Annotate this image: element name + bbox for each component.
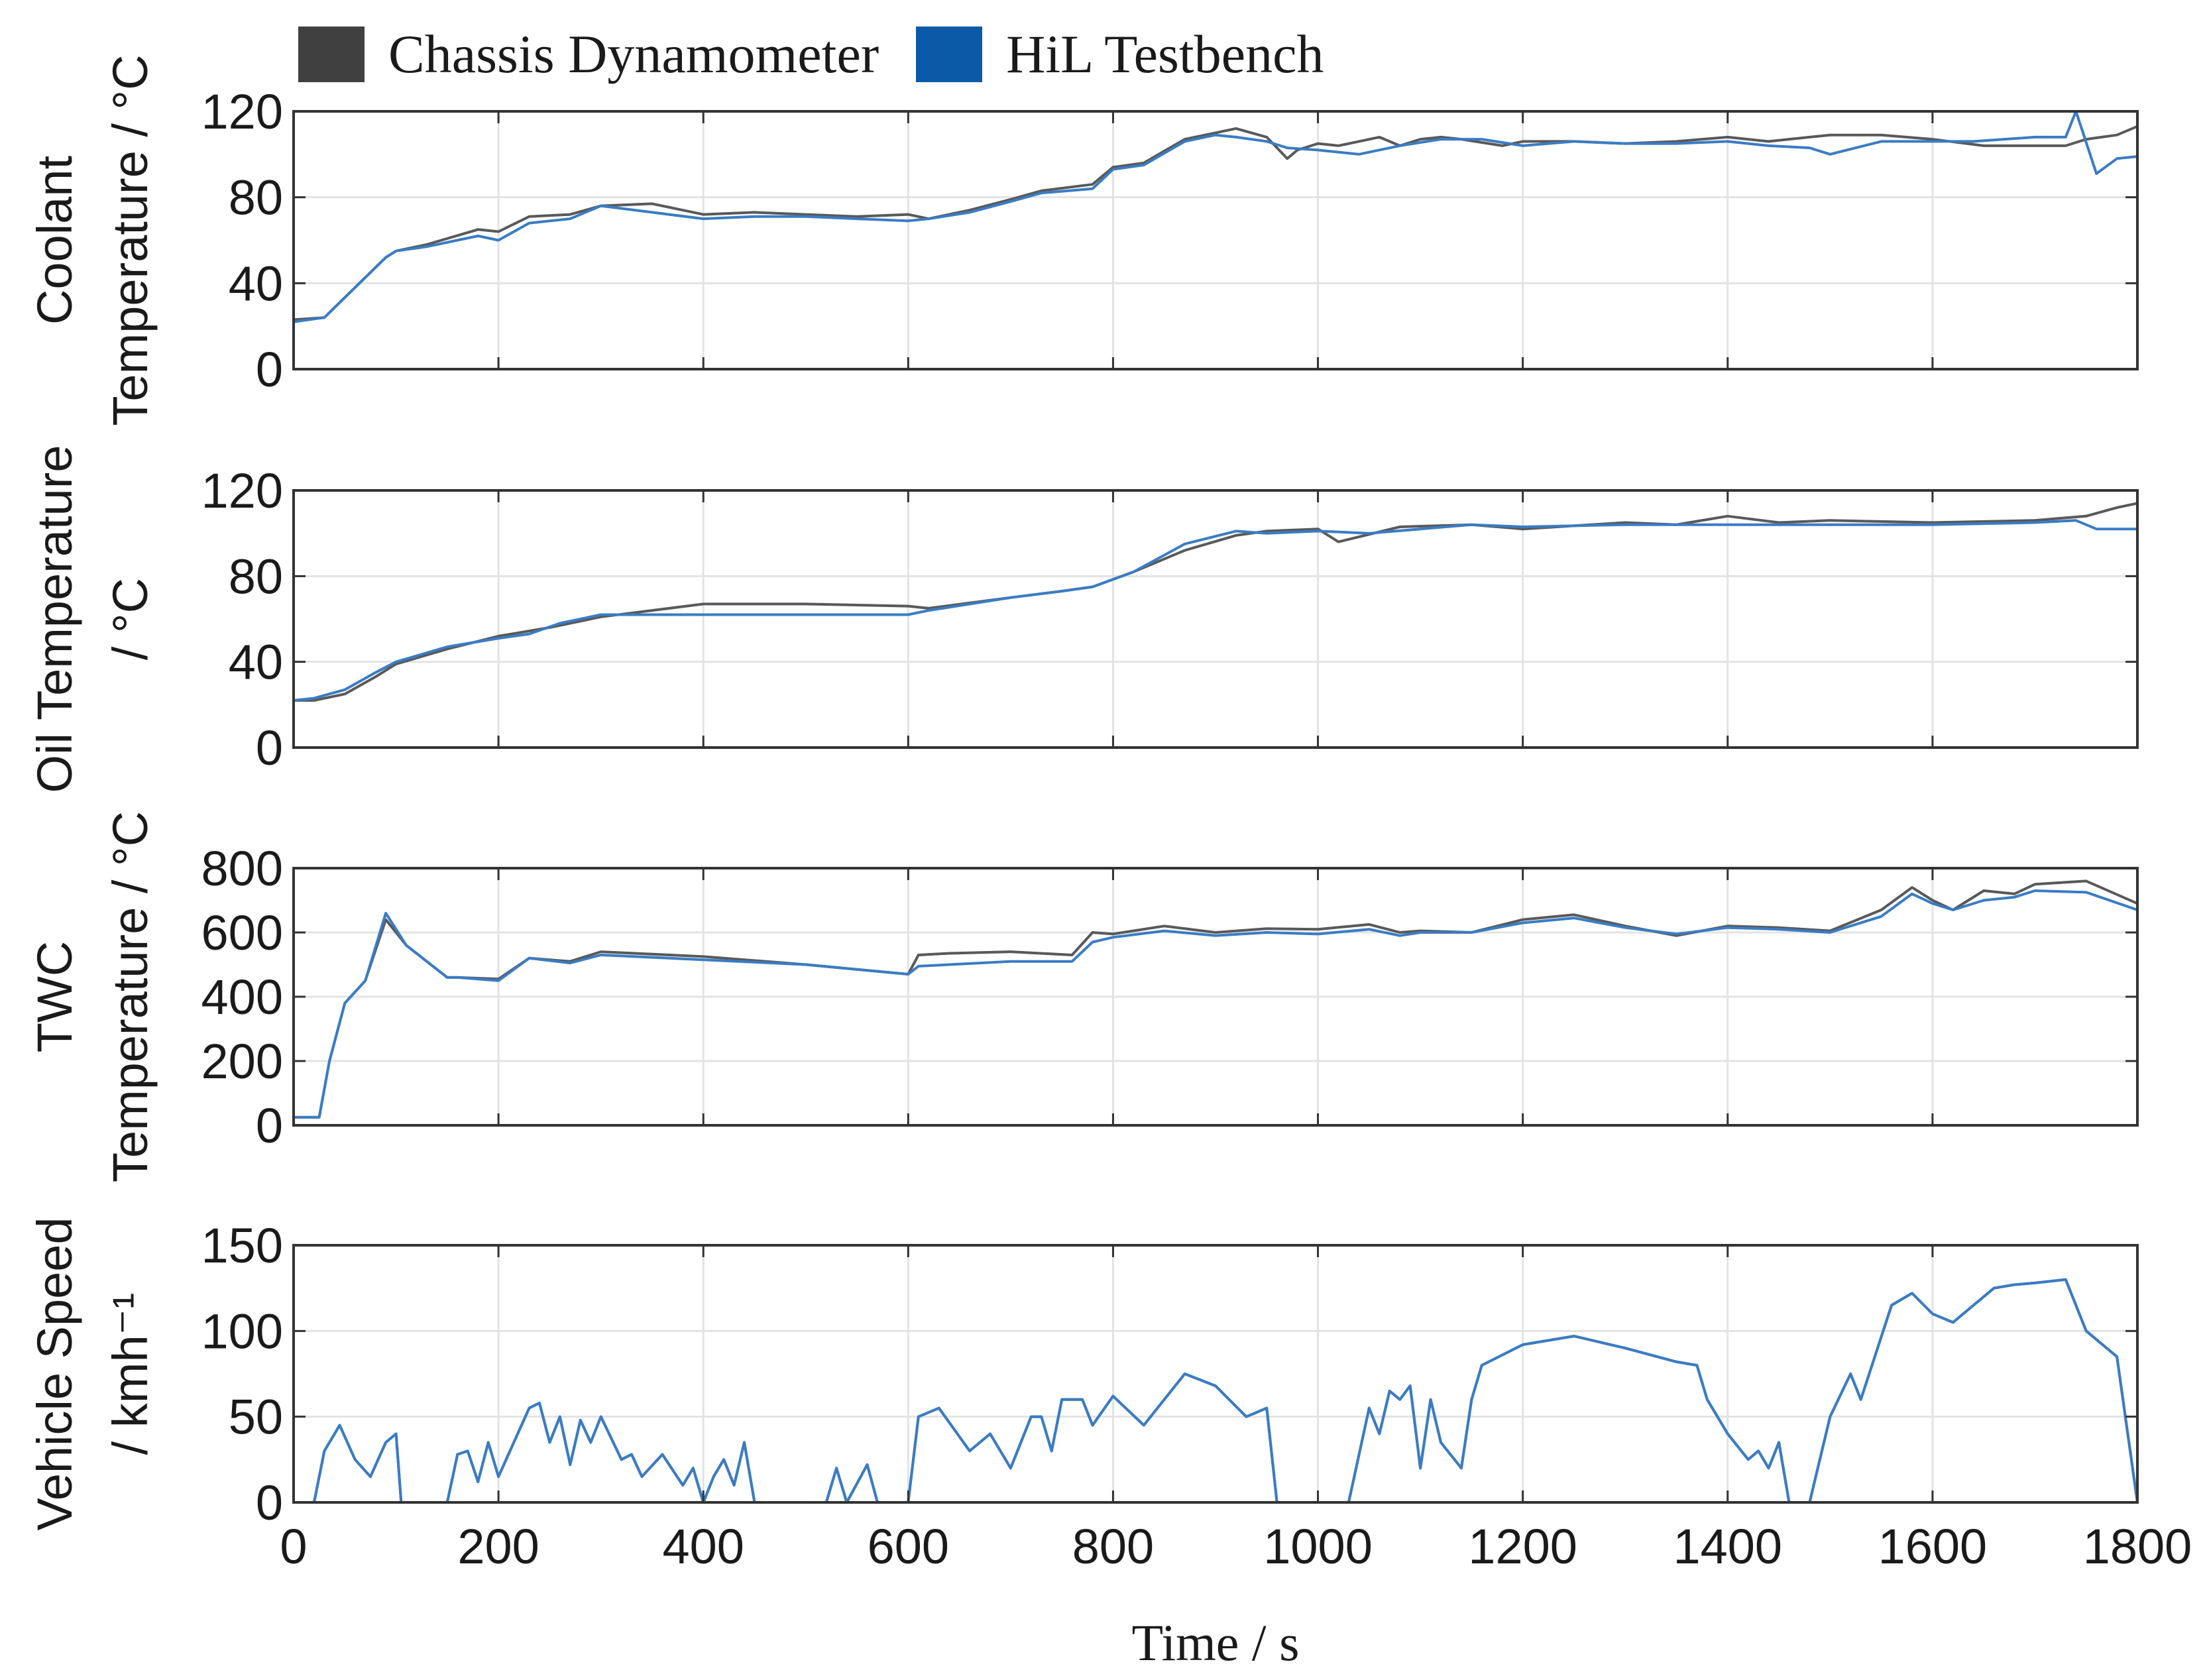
y-axis-label: TWC xyxy=(27,941,82,1053)
y-tick-label: 0 xyxy=(256,342,283,397)
y-tick-label: 400 xyxy=(201,970,283,1025)
y-tick-label: 80 xyxy=(229,549,283,604)
series-line-chassis-dynamometer xyxy=(294,879,2138,1119)
plot-frame xyxy=(292,1244,2139,1504)
y-tick-label: 40 xyxy=(229,635,283,690)
legend-label-hil: HiL Testbench xyxy=(1006,24,1324,84)
y-tick-label: 80 xyxy=(229,170,283,225)
chart-panel-1: 0 40 80 120 Coolant Temperature / °C xyxy=(27,54,2139,426)
y-axis-label: / kmh⁻¹ xyxy=(103,1293,158,1455)
y-tick-label: 800 xyxy=(201,841,283,896)
x-tick-label: 1400 xyxy=(1673,1519,1782,1574)
y-tick-label: 120 xyxy=(201,463,283,518)
y-axis-label: Vehicle Speed xyxy=(27,1217,82,1530)
x-tick-label: 800 xyxy=(1072,1519,1154,1574)
x-tick-label: 1000 xyxy=(1263,1519,1373,1574)
chart-panel-4: 0 50 100 150 Vehicle Speed / kmh⁻¹ xyxy=(27,1217,2139,1531)
x-tick-label: 200 xyxy=(457,1519,539,1574)
y-tick-label: 50 xyxy=(229,1390,283,1445)
y-axis-label: Temperature / °C xyxy=(103,811,158,1182)
x-axis-label: Time / s xyxy=(1132,1614,1300,1671)
plot-frame xyxy=(292,110,2139,370)
y-tick-label: 150 xyxy=(201,1218,283,1273)
chart-panel-3: 0 200 400 600 800 TWC Temperature / °C xyxy=(27,811,2139,1182)
x-tick-label: 400 xyxy=(662,1519,744,1574)
y-axis-label: Temperature / °C xyxy=(103,54,158,425)
series-line-chassis-dynamometer xyxy=(294,502,2138,702)
series-line-hil-testbench xyxy=(293,110,2138,323)
y-tick-label: 200 xyxy=(201,1034,283,1089)
y-tick-label: 100 xyxy=(201,1304,283,1359)
legend: Chassis Dynamometer HiL Testbench xyxy=(298,15,1361,94)
y-axis-label: Oil Temperature xyxy=(27,445,82,793)
y-tick-label: 0 xyxy=(256,1098,283,1153)
series-line-hil-testbench xyxy=(294,1278,2139,1504)
x-tick-label: 1600 xyxy=(1878,1519,1988,1574)
plot-frame xyxy=(292,489,2139,749)
legend-swatch-hil xyxy=(916,27,983,82)
y-tick-label: 120 xyxy=(201,84,283,139)
y-tick-label: 600 xyxy=(201,905,283,960)
y-axis-label: Coolant xyxy=(27,156,82,325)
legend-item-hil-testbench[interactable]: HiL Testbench xyxy=(916,23,1324,85)
series-line-hil-testbench xyxy=(293,519,2137,702)
x-tick-label: 600 xyxy=(868,1519,949,1574)
y-tick-label: 0 xyxy=(256,1475,283,1530)
y-axis-label: / °C xyxy=(103,578,158,660)
x-tick-label: 1200 xyxy=(1468,1519,1577,1574)
chart-panel-2: 0 40 80 120 Oil Temperature / °C xyxy=(27,445,2139,793)
y-tick-label: 40 xyxy=(229,256,283,311)
x-tick-label: 1800 xyxy=(2083,1519,2192,1574)
x-tick-label: 0 xyxy=(280,1519,307,1574)
y-tick-label: 0 xyxy=(256,720,283,775)
series-line-hil-testbench xyxy=(294,889,2138,1119)
legend-item-chassis-dynamometer[interactable]: Chassis Dynamometer xyxy=(298,23,879,85)
legend-swatch-chassis xyxy=(298,27,365,82)
series-line-chassis-dynamometer xyxy=(293,125,2138,321)
legend-label-chassis: Chassis Dynamometer xyxy=(388,24,879,84)
series-line-chassis-dynamometer xyxy=(294,1278,2139,1504)
